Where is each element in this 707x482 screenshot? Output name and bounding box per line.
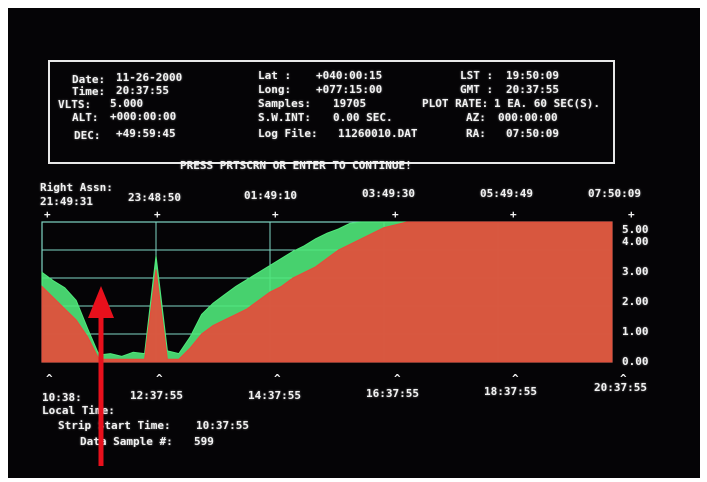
az-label: AZ: <box>466 111 486 124</box>
series-red-area <box>41 221 613 363</box>
strip-start-value: 10:37:55 <box>196 419 249 432</box>
local-tick-label: 18:37:55 <box>484 385 537 398</box>
long-value: +077:15:00 <box>316 83 383 96</box>
ra-value: 07:50:09 <box>506 127 559 140</box>
samples-label: Samples: <box>258 97 311 110</box>
local-tick-label: 10:38: <box>42 391 82 404</box>
ra-tick-marker: + <box>272 208 279 221</box>
lat-label: Lat : <box>258 69 292 82</box>
volts-label: VLTS: <box>58 98 92 111</box>
strip-chart: + + + + + + ^ ^ ^ ^ ^ ^ <box>41 208 635 466</box>
y-tick-label: 5.00 <box>622 223 649 236</box>
alt-value: +000:00:00 <box>110 110 177 123</box>
y-tick-label: 0.00 <box>622 355 649 368</box>
local-tick-marker: ^ <box>620 372 627 385</box>
ra-label: RA: <box>466 127 486 140</box>
time-value: 20:37:55 <box>116 84 169 97</box>
local-tick-marker: ^ <box>512 372 519 385</box>
local-tick-label: 16:37:55 <box>366 387 419 400</box>
y-tick-label: 1.00 <box>622 325 649 338</box>
gmt-value: 20:37:55 <box>506 83 559 96</box>
ra-tick-marker: + <box>628 208 635 221</box>
swint-value: 0.00 SEC. <box>333 111 393 124</box>
local-tick-marker: ^ <box>156 372 163 385</box>
local-tick-label: 12:37:55 <box>130 389 183 402</box>
ra-axis-title: Right Assn: <box>40 181 113 194</box>
logfile-value: 11260010.DAT <box>338 127 418 140</box>
info-panel <box>48 60 615 164</box>
date-value: 11-26-2000 <box>116 71 183 84</box>
y-tick-label: 3.00 <box>622 265 649 278</box>
y-tick-label: 4.00 <box>622 235 649 248</box>
swint-label: S.W.INT: <box>258 111 311 124</box>
lst-value: 19:50:09 <box>506 69 559 82</box>
plotrate-value: 1 EA. 60 SEC(S). <box>494 97 600 110</box>
ra-tick-marker: + <box>392 208 399 221</box>
lat-value: +040:00:15 <box>316 69 383 82</box>
continue-prompt[interactable]: PRESS PRTSCRN OR ENTER TO CONTINUE! <box>180 159 412 172</box>
local-tick-marker: ^ <box>46 372 53 385</box>
ra-tick-marker: + <box>154 208 161 221</box>
time-label: Time: <box>72 85 106 98</box>
local-tick-marker: ^ <box>394 372 401 385</box>
local-axis-title: Local Time: <box>42 404 115 417</box>
dec-label: DEC: <box>74 129 101 142</box>
ra-tick-marker: + <box>510 208 517 221</box>
y-tick-label: 2.00 <box>622 295 649 308</box>
alt-label: ALT: <box>72 111 99 124</box>
annotation-arrow-head <box>88 286 114 318</box>
data-sample-value: 599 <box>194 435 214 448</box>
dec-value: +49:59:45 <box>116 127 176 140</box>
local-tick-label: 14:37:55 <box>248 389 301 402</box>
strip-start-label: Strip Start Time: <box>58 419 171 432</box>
gmt-label: GMT : <box>460 83 494 96</box>
logfile-label: Log File: <box>258 127 318 140</box>
az-value: 000:00:00 <box>498 111 558 124</box>
date-label: Date: <box>72 73 106 86</box>
long-label: Long: <box>258 83 292 96</box>
ra-tick-label: 21:49:31 <box>40 195 93 208</box>
local-tick-marker: ^ <box>274 372 281 385</box>
ra-tick-label: 03:49:30 <box>362 187 415 200</box>
lst-label: LST : <box>460 69 494 82</box>
samples-value: 19705 <box>333 97 367 110</box>
terminal-screen: Date: 11-26-2000 Time: 20:37:55 VLTS: 5.… <box>8 8 700 478</box>
ra-tick-label: 07:50:09 <box>588 187 641 200</box>
ra-tick-label: 23:48:50 <box>128 191 181 204</box>
volts-value: 5.000 <box>110 97 144 110</box>
ra-tick-marker: + <box>44 208 51 221</box>
data-sample-label: Data Sample #: <box>80 435 173 448</box>
plotrate-label: PLOT RATE: <box>422 97 489 110</box>
local-tick-label: 20:37:55 <box>594 381 647 394</box>
ra-tick-label: 01:49:10 <box>244 189 297 202</box>
ra-tick-label: 05:49:49 <box>480 187 533 200</box>
